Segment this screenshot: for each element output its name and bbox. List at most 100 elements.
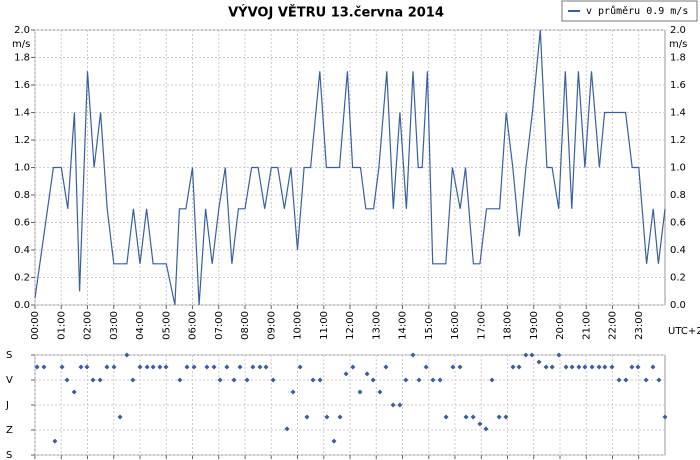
- direction-point: [370, 377, 376, 383]
- direction-point: [576, 364, 582, 370]
- x-tick-label: 15:00: [424, 311, 435, 340]
- direction-point: [602, 364, 608, 370]
- x-tick-label: 05:00: [161, 311, 172, 340]
- direction-point: [284, 426, 290, 432]
- y-tick-label-right: 1.4: [670, 108, 686, 119]
- x-tick-label: 02:00: [83, 311, 94, 340]
- direction-point: [383, 364, 389, 370]
- direction-point: [90, 377, 96, 383]
- direction-point: [270, 377, 276, 383]
- direction-point: [343, 371, 349, 377]
- direction-point: [84, 364, 90, 370]
- y-tick-label: 0.4: [14, 245, 30, 256]
- direction-point: [231, 377, 237, 383]
- y-tick-label: Z: [6, 425, 13, 436]
- direction-point: [529, 352, 535, 358]
- direction-point: [224, 364, 230, 370]
- direction-point: [290, 389, 296, 395]
- direction-point: [217, 377, 223, 383]
- y-tick-label: S: [6, 350, 12, 361]
- y-tick-label: V: [6, 375, 13, 386]
- y-tick-label-right: 2.0: [670, 25, 686, 36]
- direction-point: [97, 377, 103, 383]
- direction-point: [64, 377, 70, 383]
- direction-point: [543, 364, 549, 370]
- direction-point: [516, 364, 522, 370]
- direction-point: [556, 352, 562, 358]
- direction-point: [643, 377, 649, 383]
- y-tick-label-right: 0.6: [670, 218, 686, 229]
- x-tick-label: 10:00: [293, 311, 304, 340]
- x-tick-label: 17:00: [476, 311, 487, 340]
- direction-point: [150, 364, 156, 370]
- direction-point: [463, 414, 469, 420]
- direction-point: [310, 377, 316, 383]
- direction-point: [263, 364, 269, 370]
- direction-point: [191, 364, 197, 370]
- x-tick-label: 07:00: [214, 311, 225, 340]
- direction-point: [437, 377, 443, 383]
- direction-point: [364, 371, 370, 377]
- direction-point: [331, 438, 337, 444]
- direction-point: [177, 377, 183, 383]
- direction-point: [450, 364, 456, 370]
- direction-point: [350, 364, 356, 370]
- direction-point: [124, 352, 130, 358]
- legend: v průměru 0.9 m/s: [561, 0, 698, 22]
- legend-box: [561, 0, 698, 22]
- direction-point: [317, 377, 323, 383]
- direction-point: [397, 402, 403, 408]
- direction-point: [656, 377, 662, 383]
- y-tick-label: 2.0: [14, 25, 30, 36]
- y-tick-label: 0.0: [14, 300, 30, 311]
- direction-point: [589, 364, 595, 370]
- direction-point: [204, 364, 210, 370]
- y-tick-label-right: 0.8: [670, 190, 686, 201]
- direction-point: [34, 364, 40, 370]
- y-tick-label-right: 0.2: [670, 273, 686, 284]
- direction-point: [423, 364, 429, 370]
- direction-point: [163, 364, 169, 370]
- y-tick-label: 1.0: [14, 163, 30, 174]
- x-tick-label: 14:00: [398, 311, 409, 340]
- y-tick-label-right: 1.6: [670, 80, 686, 91]
- direction-point: [569, 364, 575, 370]
- direction-point: [536, 359, 542, 365]
- x-tick-label: 12:00: [345, 311, 356, 340]
- y-tick-label: 0.2: [14, 273, 30, 284]
- direction-point: [250, 364, 256, 370]
- direction-point: [609, 364, 615, 370]
- x-tick-label: 20:00: [555, 311, 566, 340]
- x-tick-label: 19:00: [529, 311, 540, 340]
- direction-point: [477, 421, 483, 427]
- direction-point: [549, 364, 555, 370]
- direction-point: [629, 364, 635, 370]
- direction-point: [470, 414, 476, 420]
- x-tick-label: 01:00: [56, 311, 67, 340]
- direction-point: [662, 414, 668, 420]
- direction-point: [443, 414, 449, 420]
- x-tick-label: 13:00: [371, 311, 382, 340]
- x-tick-label: 06:00: [188, 311, 199, 340]
- direction-point: [297, 364, 303, 370]
- x-tick-label: 08:00: [240, 311, 251, 340]
- direction-point: [510, 364, 516, 370]
- x-tick-label: 23:00: [634, 311, 645, 340]
- y-tick-label-right: 1.8: [670, 53, 686, 64]
- direction-point: [137, 364, 143, 370]
- direction-point: [144, 364, 150, 370]
- x-tick-label: 21:00: [581, 311, 592, 340]
- direction-point: [430, 377, 436, 383]
- direction-point: [563, 364, 569, 370]
- x-tick-label: 16:00: [450, 311, 461, 340]
- y-tick-label-right: 0.4: [670, 245, 686, 256]
- direction-point: [244, 377, 250, 383]
- y-tick-label: J: [5, 400, 9, 411]
- x-tick-label: 22:00: [608, 311, 619, 340]
- direction-point: [496, 414, 502, 420]
- direction-point: [489, 377, 495, 383]
- y-tick-label: 1.8: [14, 53, 30, 64]
- direction-point: [184, 364, 190, 370]
- x-tick-label: 00:00: [30, 311, 41, 340]
